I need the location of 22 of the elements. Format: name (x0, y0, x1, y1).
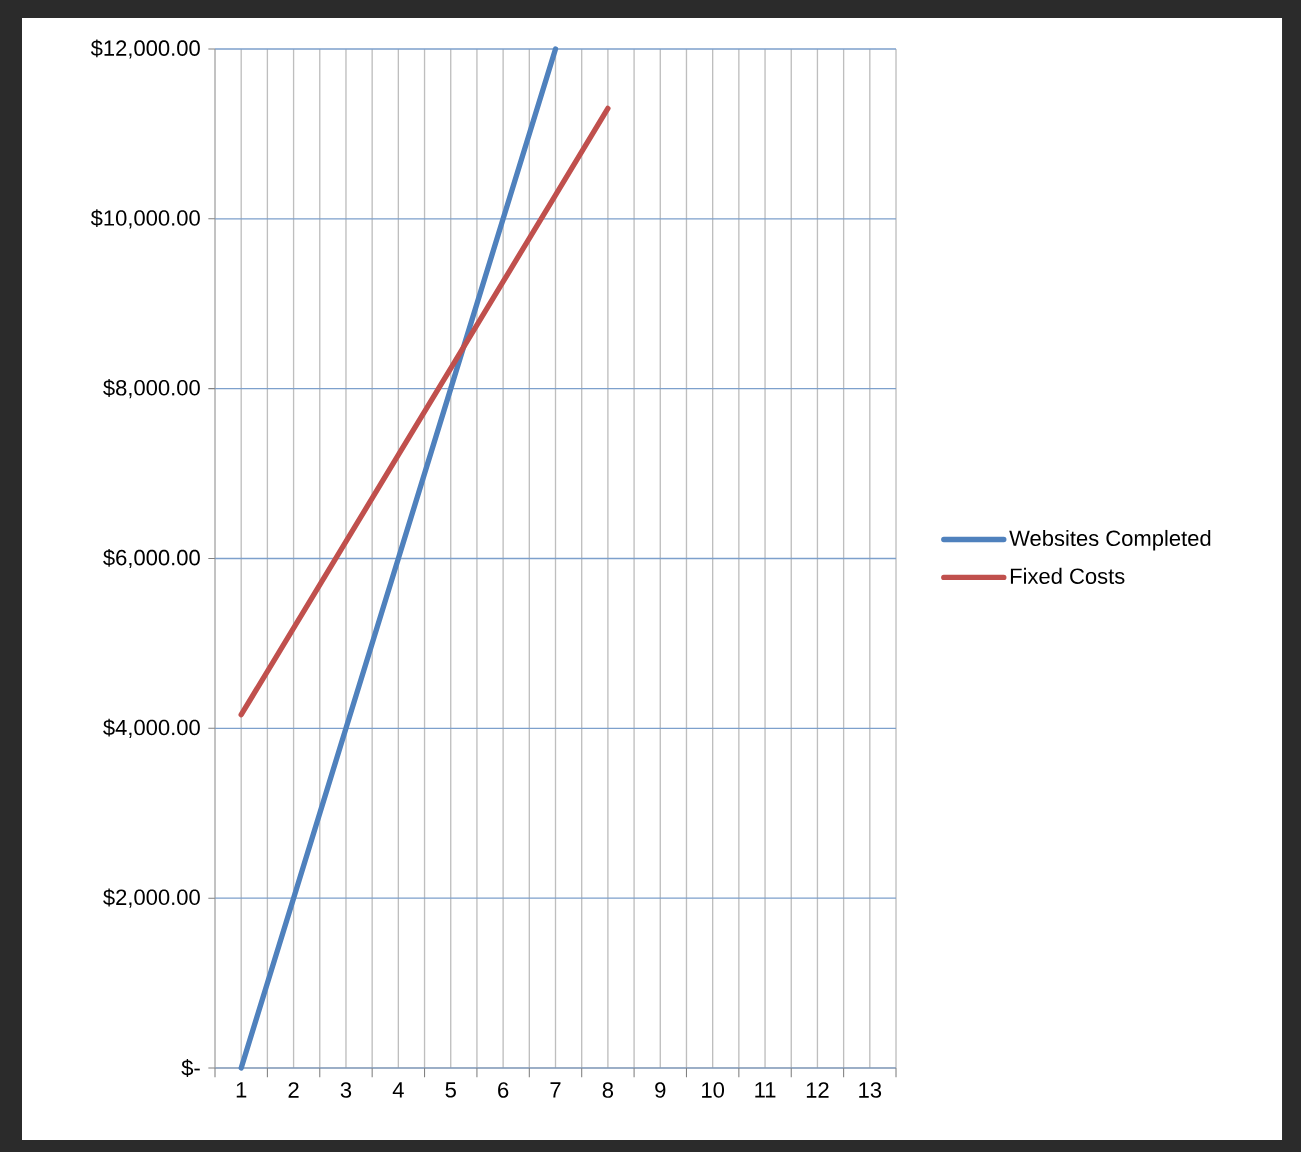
y-tick-label: $6,000.00 (103, 548, 200, 569)
x-tick-label: 11 (755, 1082, 776, 1098)
x-tick-label: 13 (859, 1082, 882, 1098)
y-tick-label: $4,000.00 (103, 718, 200, 738)
x-tick-label: 6 (498, 1082, 509, 1098)
x-tick-label: 7 (550, 1082, 561, 1098)
y-tick-label: $10,000.00 (90, 209, 200, 229)
x-tick-label: 4 (392, 1082, 404, 1098)
x-tick-label: 2 (288, 1082, 299, 1098)
y-tick-label: $2,000.00 (103, 888, 200, 908)
y-tick-label: $- (181, 1059, 200, 1077)
x-tick-label: 10 (702, 1082, 725, 1098)
x-tick-label: 8 (602, 1082, 614, 1098)
x-tick-label: 5 (445, 1082, 456, 1098)
legend-label: Fixed Costs (1010, 567, 1125, 584)
y-tick-label: $8,000.00 (103, 379, 200, 399)
y-tick-label: $12,000.00 (90, 39, 200, 59)
x-tick-label: 9 (655, 1082, 666, 1098)
x-tick-label: 12 (806, 1082, 829, 1098)
x-tick-label: 1 (236, 1082, 247, 1098)
legend-label: Websites Completed (1009, 529, 1211, 551)
x-tick-label: 3 (340, 1082, 352, 1098)
